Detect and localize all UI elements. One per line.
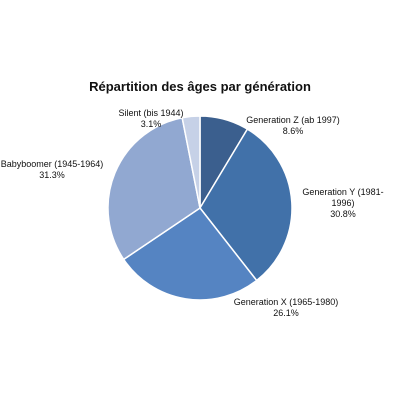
value-label: 8.6% [282,126,304,136]
category-label: Generation Y (1981-1996) [302,187,384,208]
category-label: Babyboomer (1945-1964) [0,159,104,169]
pie-slice [181,115,201,209]
category-label: Generation Z (ab 1997) [246,115,340,125]
chart-title: Répartition des âges par génération [89,79,311,94]
pie-slice [122,206,258,301]
slice-label: Generation Y (1981-1996) 30.8% [300,187,386,220]
pie-slice [107,116,201,261]
slice-label: Generation Z (ab 1997) 8.6% [245,115,341,137]
slice-label: Generation X (1965-1980) 26.1% [230,297,342,319]
slice-label: Silent (bis 1944) 3.1% [108,108,194,130]
slice-label: Babyboomer (1945-1964) 31.3% [0,159,104,181]
pie-slice [199,128,293,282]
category-label: Silent (bis 1944) [118,108,184,118]
value-label: 30.8% [330,209,356,219]
value-label: 26.1% [273,308,299,318]
value-label: 3.1% [140,119,162,129]
category-label: Generation X (1965-1980) [233,297,339,307]
value-label: 31.3% [39,170,65,180]
